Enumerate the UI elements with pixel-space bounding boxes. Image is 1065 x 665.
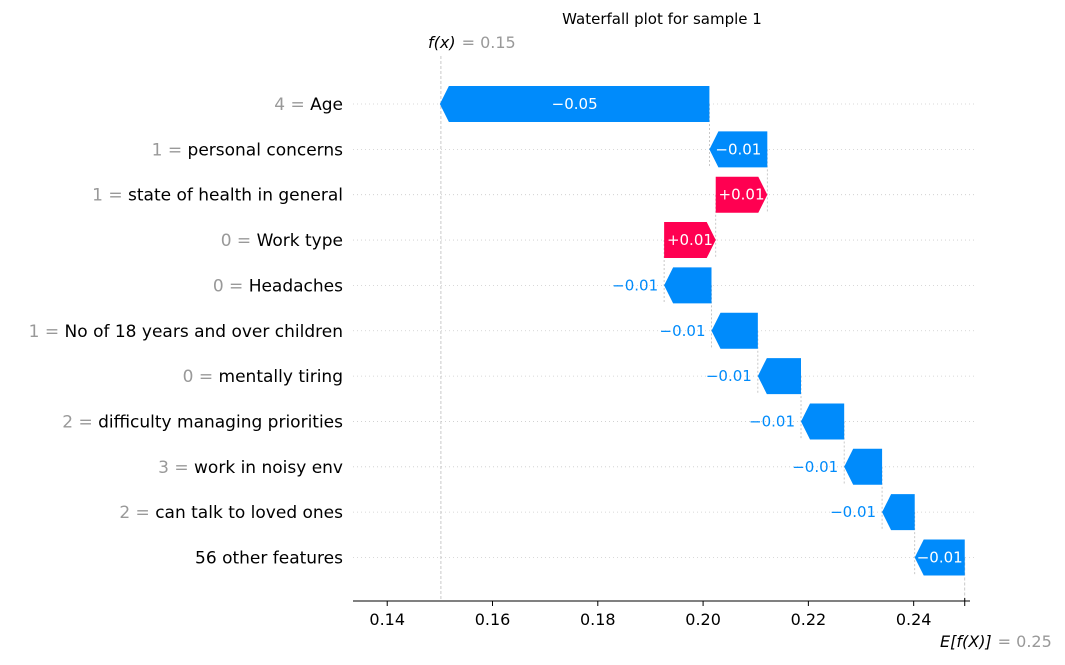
feature-name: Headaches [249,276,343,296]
x-tick-label: 0.20 [685,610,721,629]
feature-value: 2 = [119,503,155,523]
feature-name: Work type [257,231,343,251]
bar-value-label: −0.01 [830,503,876,521]
x-tick-label: 0.22 [791,610,827,629]
feature-name: work in noisy env [194,458,343,478]
annotations: f(x) = 0.15 E[f(X)] = 0.25 [428,33,1052,651]
feature-value: 0 = [183,367,219,387]
efx-annotation: E[f(X)] = 0.25 [940,632,1052,651]
feature-value: 0 = [213,276,249,296]
feature-label: 0 = mentally tiring [183,367,343,387]
bar-value-label: +0.01 [667,231,713,249]
bar-no-of-18-years-and-over-children [711,312,758,349]
bar-value-label: −0.05 [552,95,598,113]
feature-name: Age [310,95,343,115]
bar-value-label: −0.01 [792,458,838,476]
bar-personal-concerns [709,131,768,168]
bar-work-type [664,222,716,259]
x-tick-label: 0.24 [896,610,932,629]
bar-headaches [664,267,712,304]
feature-label: 0 = Headaches [213,276,343,296]
bar-state-of-health-in-general [715,176,768,213]
feature-label: 1 = personal concerns [152,140,343,160]
feature-name: difficulty managing priorities [98,412,343,432]
feature-value: 2 = [62,412,98,432]
bar-can-talk-to-loved-ones [882,494,915,531]
feature-value: 3 = [158,458,194,478]
bar-age [439,86,710,122]
x-axis: 0.14 0.16 0.18 0.20 0.22 0.24 [353,598,970,629]
bar-value-label: +0.01 [719,186,765,204]
x-tick-label: 0.16 [475,610,511,629]
feature-label: 2 = can talk to loved ones [119,503,343,523]
bar-value-label: −0.01 [706,367,752,385]
bar-work-in-noisy-env [844,448,883,485]
fx-annotation: f(x) = 0.15 [428,33,516,52]
feature-label: 56 other features [195,549,343,569]
feature-value: 4 = [274,95,310,115]
bar-mentally-tiring [757,358,802,395]
feature-value: 0 = [221,231,257,251]
feature-label: 0 = Work type [221,231,343,251]
feature-name: No of 18 years and over children [65,322,343,342]
feature-label: 1 = state of health in general [92,186,343,206]
bar-value-label: −0.01 [749,412,795,430]
feature-name: 56 other features [195,549,343,569]
feature-name: can talk to loved ones [155,503,343,523]
efx-label: E[f(X)] [940,632,992,651]
feature-name: state of health in general [128,186,343,206]
feature-value: 1 = [152,140,188,160]
feature-value: 1 = [29,322,65,342]
x-tick-label: 0.18 [580,610,616,629]
grid-layer [353,56,975,601]
bar-value-label: −0.01 [715,140,761,158]
feature-label: 2 = difficulty managing priorities [62,412,343,432]
chart-title: Waterfall plot for sample 1 [562,10,762,28]
feature-label: 3 = work in noisy env [158,458,343,478]
efx-value: = 0.25 [998,632,1052,651]
feature-name: mentally tiring [219,367,343,387]
bar-value-label: −0.01 [612,276,658,294]
bar-difficulty-managing-priorities [801,403,845,440]
feature-value: 1 = [92,186,128,206]
bar-56-other-features [914,539,965,576]
bar-value-label: −0.01 [660,322,706,340]
fx-value: = 0.15 [462,33,516,52]
feature-label: 4 = Age [274,95,343,115]
x-tick-label: 0.14 [369,610,405,629]
bar-value-label: −0.01 [917,549,963,567]
feature-label: 1 = No of 18 years and over children [29,322,343,342]
feature-name: personal concerns [188,140,344,160]
fx-label: f(x) [428,33,456,52]
bars-layer: −0.05 −0.01 +0.01 +0.01 −0.01 −0.01 −0.01 −0.01… [439,86,965,576]
